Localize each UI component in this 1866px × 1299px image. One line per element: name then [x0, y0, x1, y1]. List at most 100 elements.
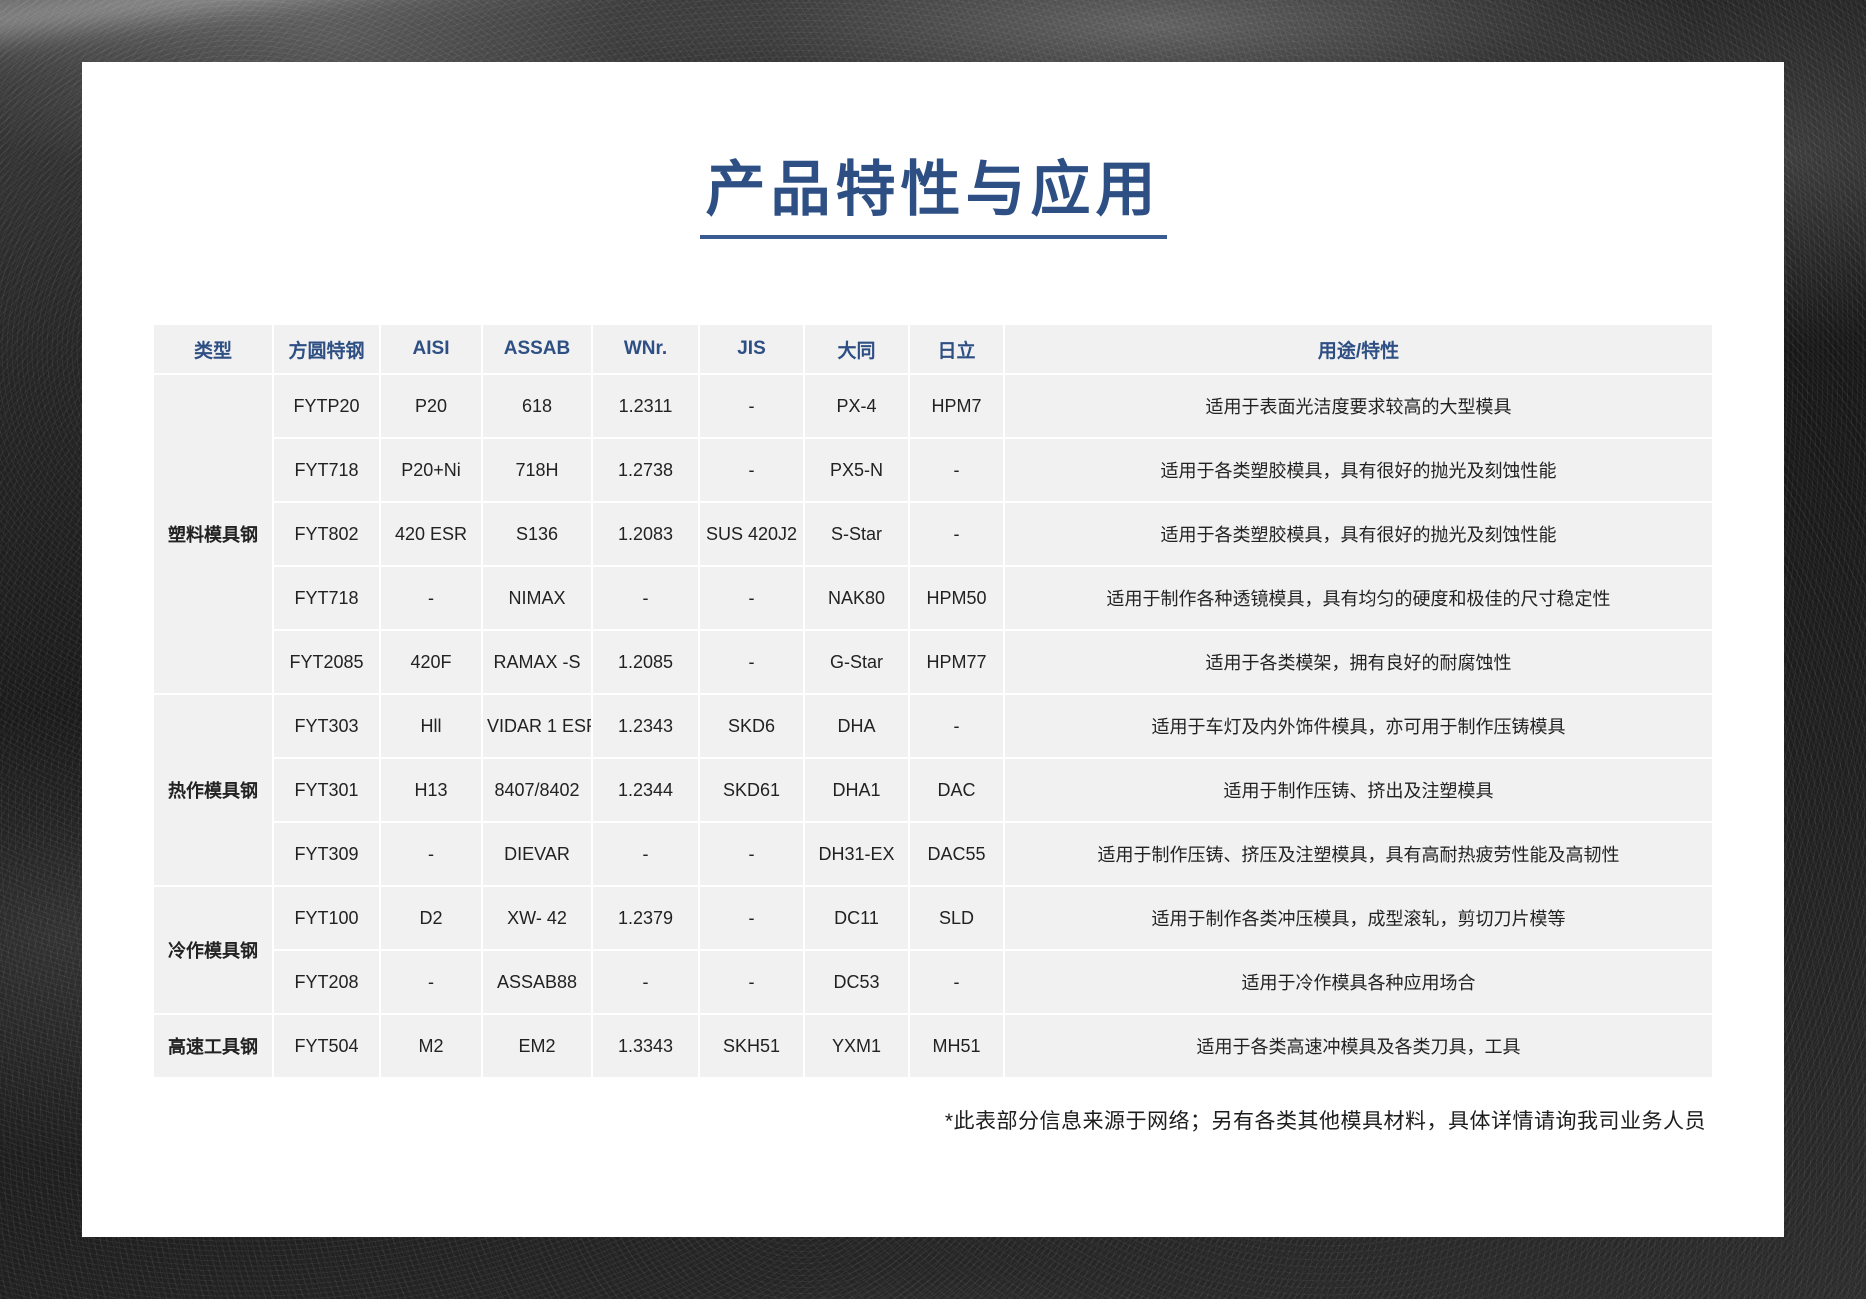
- cell-fangyuan: FYTP20: [274, 375, 379, 438]
- cell-use-description: 适用于车灯及内外饰件模具，亦可用于制作压铸模具: [1005, 695, 1712, 758]
- cell-fangyuan: FYT208: [274, 951, 379, 1014]
- table-row: FYT208- ASSAB88- - DC53- 适用于冷作模具各种应用场合: [154, 951, 1712, 1014]
- cell-jis: SKH51: [700, 1015, 803, 1078]
- cell-wnr: 1.2311: [593, 375, 698, 438]
- cell-assab: 8407/8402: [483, 759, 591, 822]
- cell-hitachi: -: [910, 951, 1003, 1014]
- cell-fangyuan: FYT718: [274, 567, 379, 630]
- table-row: FYT718- NIMAX - - NAK80 HPM50 适用于制作各种透镜模具，具有均匀…: [154, 567, 1712, 630]
- cell-datong: G-Star: [805, 631, 908, 694]
- spec-table: 类型 方圆特钢 AISI ASSAB WNr. JIS 大同 日立 用途/特性 …: [152, 323, 1714, 1079]
- cell-assab: XW- 42: [483, 887, 591, 950]
- column-header-wnr: WNr.: [593, 325, 698, 374]
- cell-use-description: 适用于各类塑胶模具，具有很好的抛光及刻蚀性能: [1005, 503, 1712, 566]
- cell-wnr: 1.2344: [593, 759, 698, 822]
- cell-fangyuan: FYT301: [274, 759, 379, 822]
- cell-use-description: 适用于制作各类冲压模具，成型滚轧，剪切刀片模等: [1005, 887, 1712, 950]
- spec-table-wrapper: 类型 方圆特钢 AISI ASSAB WNr. JIS 大同 日立 用途/特性 …: [152, 323, 1714, 1079]
- cell-datong: DC11: [805, 887, 908, 950]
- cell-use-description: 适用于制作各种透镜模具，具有均匀的硬度和极佳的尺寸稳定性: [1005, 567, 1712, 630]
- cell-wnr: -: [593, 823, 698, 886]
- cell-fangyuan: FYT309: [274, 823, 379, 886]
- cell-jis: -: [700, 567, 803, 630]
- cell-wnr: 1.2343: [593, 695, 698, 758]
- cell-jis: -: [700, 823, 803, 886]
- cell-assab: VIDAR 1 ESR: [483, 695, 591, 758]
- cell-datong: PX5-N: [805, 439, 908, 502]
- table-row: 冷作模具钢 FYT100 D2 XW- 42 1.2379- DC11 SLD 适用于制作各类…: [154, 887, 1712, 1014]
- cell-hitachi: HPM7: [910, 375, 1003, 438]
- cell-aisi: M2: [381, 1015, 481, 1078]
- cell-fangyuan: FYT2085: [274, 631, 379, 694]
- content-card: 产品特性与应用 类型 方圆特钢 AISI ASSAB WNr. JIS 大同: [82, 62, 1784, 1237]
- cell-aisi: 420F: [381, 631, 481, 694]
- cell-datong: DHA1: [805, 759, 908, 822]
- cell-jis: -: [700, 439, 803, 502]
- cell-jis: -: [700, 887, 803, 950]
- cell-datong: DHA: [805, 695, 908, 758]
- column-header-type: 类型: [154, 325, 272, 374]
- cell-wnr: 1.2738: [593, 439, 698, 502]
- cell-assab: ASSAB88: [483, 951, 591, 1014]
- cell-hitachi: -: [910, 695, 1003, 758]
- column-header-aisi: AISI: [381, 325, 481, 374]
- cell-aisi: -: [381, 951, 481, 1014]
- title-block: 产品特性与应用: [82, 62, 1784, 279]
- cell-wnr: -: [593, 951, 698, 1014]
- cell-jis: SKD61: [700, 759, 803, 822]
- cell-wnr: -: [593, 567, 698, 630]
- cell-datong: S-Star: [805, 503, 908, 566]
- cell-wnr: 1.2083: [593, 503, 698, 566]
- cell-wnr: 1.2085: [593, 631, 698, 694]
- cell-datong: DC53: [805, 951, 908, 1014]
- table-row: FYT718 P20+Ni 718H 1.2738- PX5-N - 适用于各类塑胶模具，具…: [154, 439, 1712, 502]
- cell-assab: NIMAX: [483, 567, 591, 630]
- cell-use-description: 适用于制作压铸、挤压及注塑模具，具有高耐热疲劳性能及高韧性: [1005, 823, 1712, 886]
- table-row: FYT802 420 ESR S136 1.2083 SUS 420J2 S-Star - 适…: [154, 503, 1712, 566]
- cell-aisi: Hll: [381, 695, 481, 758]
- cell-hitachi: SLD: [910, 887, 1003, 950]
- cell-use-description: 适用于表面光洁度要求较高的大型模具: [1005, 375, 1712, 438]
- cell-hitachi: -: [910, 439, 1003, 502]
- cell-fangyuan: FYT100: [274, 887, 379, 950]
- cell-fangyuan: FYT718: [274, 439, 379, 502]
- cell-assab: 618: [483, 375, 591, 438]
- cell-jis: -: [700, 631, 803, 694]
- cell-aisi: P20+Ni: [381, 439, 481, 502]
- cell-aisi: -: [381, 567, 481, 630]
- column-header-datong: 大同: [805, 325, 908, 374]
- cell-hitachi: HPM77: [910, 631, 1003, 694]
- table-row: FYT2085 420F RAMAX -S 1.2085- G-Star HPM77 适用于…: [154, 631, 1712, 694]
- column-header-assab: ASSAB: [483, 325, 591, 374]
- cell-jis: -: [700, 951, 803, 1014]
- table-header-row: 类型 方圆特钢 AISI ASSAB WNr. JIS 大同 日立 用途/特性: [154, 325, 1712, 374]
- cell-fangyuan: FYT303: [274, 695, 379, 758]
- cell-jis: -: [700, 375, 803, 438]
- table-row: 热作模具钢 FYT303 Hll VIDAR 1 ESR 1.2343 SKD6 DHA - 适…: [154, 695, 1712, 886]
- cell-fangyuan: FYT802: [274, 503, 379, 566]
- cell-hitachi: HPM50: [910, 567, 1003, 630]
- cell-use-description: 适用于制作压铸、挤出及注塑模具: [1005, 759, 1712, 822]
- cell-aisi: P20: [381, 375, 481, 438]
- category-cell: 热作模具钢: [154, 695, 272, 886]
- cell-jis: SKD6: [700, 695, 803, 758]
- cell-hitachi: DAC55: [910, 823, 1003, 886]
- cell-aisi: D2: [381, 887, 481, 950]
- cell-aisi: H13: [381, 759, 481, 822]
- column-header-hitachi: 日立: [910, 325, 1003, 374]
- cell-datong: NAK80: [805, 567, 908, 630]
- cell-hitachi: -: [910, 503, 1003, 566]
- table-row: FYT309- DIEVAR - - DH31-EX DAC55 适用于制作压铸、挤压及注塑…: [154, 823, 1712, 886]
- cell-datong: PX-4: [805, 375, 908, 438]
- category-cell: 高速工具钢: [154, 1015, 272, 1078]
- cell-hitachi: DAC: [910, 759, 1003, 822]
- cell-assab: S136: [483, 503, 591, 566]
- column-header-fangyuan: 方圆特钢: [274, 325, 379, 374]
- cell-jis: SUS 420J2: [700, 503, 803, 566]
- table-row: 高速工具钢 FYT504 M2 EM2 1.3343 SKH51 YXM1 MH51 适用于各类…: [154, 1015, 1712, 1078]
- table-row: FYT301 H13 8407/8402 1.2344 SKD61 DHA1 DAC 适用于制…: [154, 759, 1712, 822]
- cell-aisi: -: [381, 823, 481, 886]
- cell-use-description: 适用于各类模架，拥有良好的耐腐蚀性: [1005, 631, 1712, 694]
- cell-assab: DIEVAR: [483, 823, 591, 886]
